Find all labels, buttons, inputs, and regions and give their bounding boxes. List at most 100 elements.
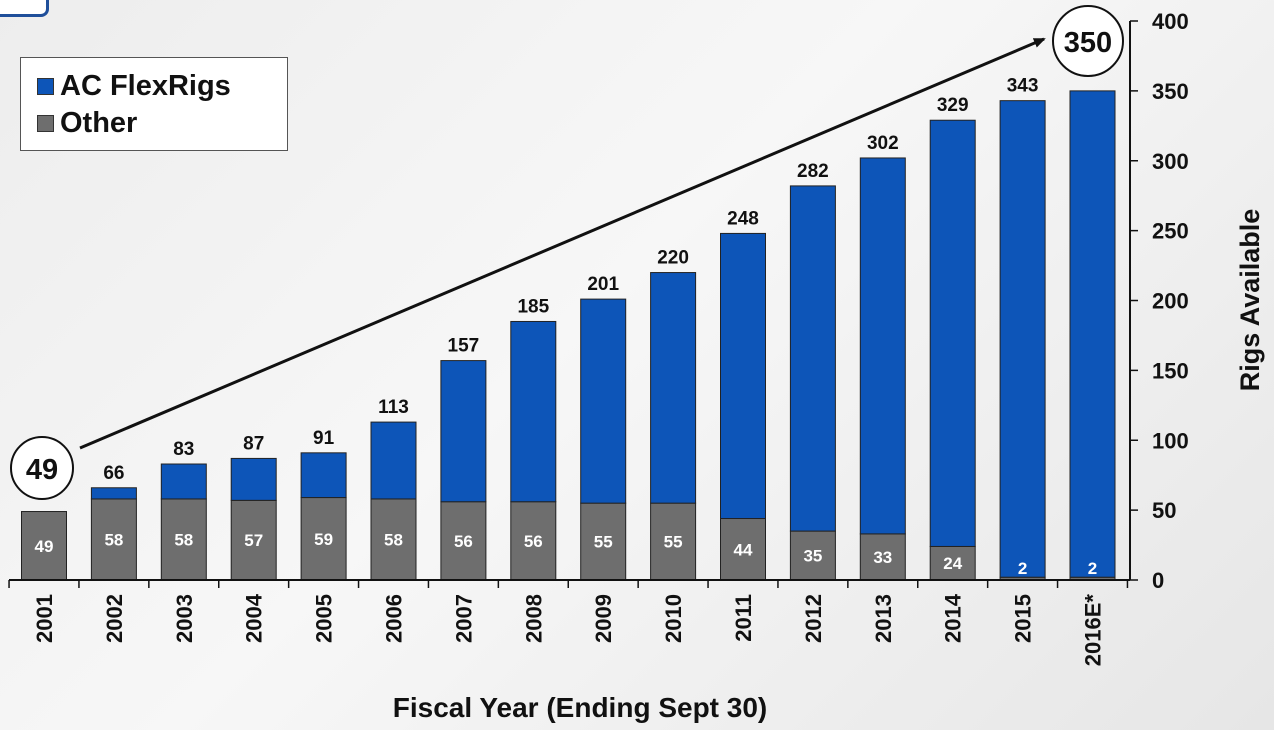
other-value-label: 58 — [104, 530, 123, 549]
other-value-label: 44 — [734, 540, 753, 559]
other-value-label: 55 — [664, 533, 683, 552]
annotation-group: 49 350 — [10, 5, 1124, 500]
bar-ac-flexrigs-2016E* — [1069, 90, 1116, 578]
other-value-label: 49 — [35, 537, 54, 556]
labels-group: 49 58 66 58 83 57 87 59 91 58 113 56 157 56 185 55 201 55… — [35, 76, 1098, 578]
other-value-label: 35 — [803, 547, 822, 566]
bar-other-2009 — [580, 502, 627, 581]
bar-ac-flexrigs-2005 — [300, 452, 347, 499]
total-value-label: 83 — [173, 439, 194, 460]
bar-other-2004 — [230, 499, 277, 581]
total-value-label: 66 — [103, 463, 124, 484]
bar-ac-flexrigs-2002 — [90, 487, 137, 500]
bar-other-2002 — [90, 498, 137, 581]
other-value-label: 2 — [1088, 559, 1097, 578]
other-value-label: 58 — [174, 530, 193, 549]
y-tick-label: 250 — [1152, 219, 1189, 244]
legend-item-other: Other — [37, 105, 287, 142]
other-value-label: 57 — [244, 531, 263, 550]
total-value-label: 185 — [517, 296, 549, 317]
total-value-label: 220 — [657, 248, 689, 269]
other-value-label: 58 — [384, 530, 403, 549]
x-tick-label: 2003 — [172, 594, 197, 643]
y-tick-label: 0 — [1152, 568, 1164, 593]
x-tick-label: 2002 — [102, 594, 127, 643]
total-value-label: 282 — [797, 161, 829, 182]
y-tick-label: 50 — [1152, 498, 1176, 523]
bar-ac-flexrigs-2011 — [720, 232, 766, 520]
other-value-label: 2 — [1018, 559, 1027, 578]
end-annotation-circle — [1052, 5, 1124, 77]
bar-other-2010 — [650, 502, 697, 581]
bar-ac-flexrigs-2014 — [929, 119, 976, 547]
total-value-label: 87 — [243, 433, 264, 454]
bar-ac-flexrigs-2010 — [650, 272, 697, 504]
x-axis-title: Fiscal Year (Ending Sept 30) — [393, 692, 768, 723]
bar-other-2006 — [370, 498, 417, 581]
start-annotation-circle — [10, 436, 74, 500]
x-tick-label: 2014 — [941, 593, 966, 643]
other-value-label: 59 — [314, 530, 333, 549]
bar-other-2005 — [300, 497, 347, 581]
bar-ac-flexrigs-2007 — [440, 360, 487, 503]
x-tick-label: 2007 — [451, 594, 476, 643]
axis-group: 2001 2002 2003 2004 2005 2006 2007 2008 2009 2010… — [8, 9, 1265, 723]
total-value-label: 248 — [727, 208, 759, 229]
bars-group — [21, 90, 1116, 581]
y-tick-label: 350 — [1152, 79, 1189, 104]
y-tick-label: 300 — [1152, 149, 1189, 174]
x-tick-label: 2011 — [731, 594, 756, 642]
bar-ac-flexrigs-2006 — [370, 421, 417, 500]
y-tick-label: 100 — [1152, 428, 1189, 453]
other-value-label: 55 — [594, 533, 613, 552]
y-tick-label: 200 — [1152, 289, 1189, 314]
x-tick-label: 2008 — [521, 594, 546, 643]
legend: AC FlexRigs Other — [20, 57, 288, 151]
legend-label-other: Other — [60, 107, 138, 139]
y-tick-label: 150 — [1152, 358, 1189, 383]
bar-ac-flexrigs-2008 — [510, 320, 557, 503]
bar-other-2011 — [720, 518, 766, 581]
other-value-label: 24 — [943, 554, 962, 573]
other-value-label: 56 — [454, 532, 473, 551]
other-value-label: 56 — [524, 532, 543, 551]
total-value-label: 157 — [448, 336, 480, 357]
bar-ac-flexrigs-2009 — [580, 298, 627, 504]
legend-swatch-other — [37, 115, 54, 132]
x-tick-label: 2006 — [382, 594, 407, 643]
total-value-label: 329 — [937, 95, 969, 116]
bar-ac-flexrigs-2003 — [160, 463, 207, 500]
total-value-label: 302 — [867, 133, 899, 154]
x-tick-label: 2012 — [801, 594, 826, 643]
growth-arrow — [79, 37, 1046, 450]
total-value-label: 113 — [378, 397, 409, 418]
total-value-label: 201 — [587, 274, 619, 295]
x-tick-label: 2004 — [242, 593, 267, 643]
end-annotation-label: 350 — [1064, 27, 1112, 59]
bar-other-2007 — [440, 501, 487, 581]
x-tick-label: 2015 — [1011, 594, 1036, 643]
x-tick-label: 2016E* — [1081, 594, 1106, 667]
legend-label-ac-flexrigs: AC FlexRigs — [60, 70, 231, 102]
bar-ac-flexrigs-2012 — [789, 185, 836, 532]
x-tick-label: 2009 — [591, 594, 616, 643]
x-tick-label: 2010 — [661, 594, 686, 643]
x-tick-label: 2001 — [32, 594, 57, 643]
x-tick-label: 2013 — [871, 594, 896, 643]
corner-badge — [0, 0, 49, 17]
bar-ac-flexrigs-2015 — [999, 100, 1046, 578]
bar-ac-flexrigs-2004 — [230, 457, 277, 501]
bar-other-2001 — [21, 511, 67, 581]
other-value-label: 33 — [873, 548, 892, 567]
legend-swatch-ac-flexrigs — [37, 78, 54, 95]
x-tick-label: 2005 — [312, 594, 337, 643]
legend-item-ac-flexrigs: AC FlexRigs — [37, 68, 287, 105]
bar-ac-flexrigs-2013 — [859, 157, 906, 535]
total-value-label: 343 — [1007, 76, 1039, 97]
start-annotation-label: 49 — [26, 454, 58, 486]
y-tick-label: 400 — [1152, 9, 1189, 34]
total-value-label: 91 — [313, 428, 335, 449]
y-axis-title: Rigs Available — [1235, 209, 1265, 392]
